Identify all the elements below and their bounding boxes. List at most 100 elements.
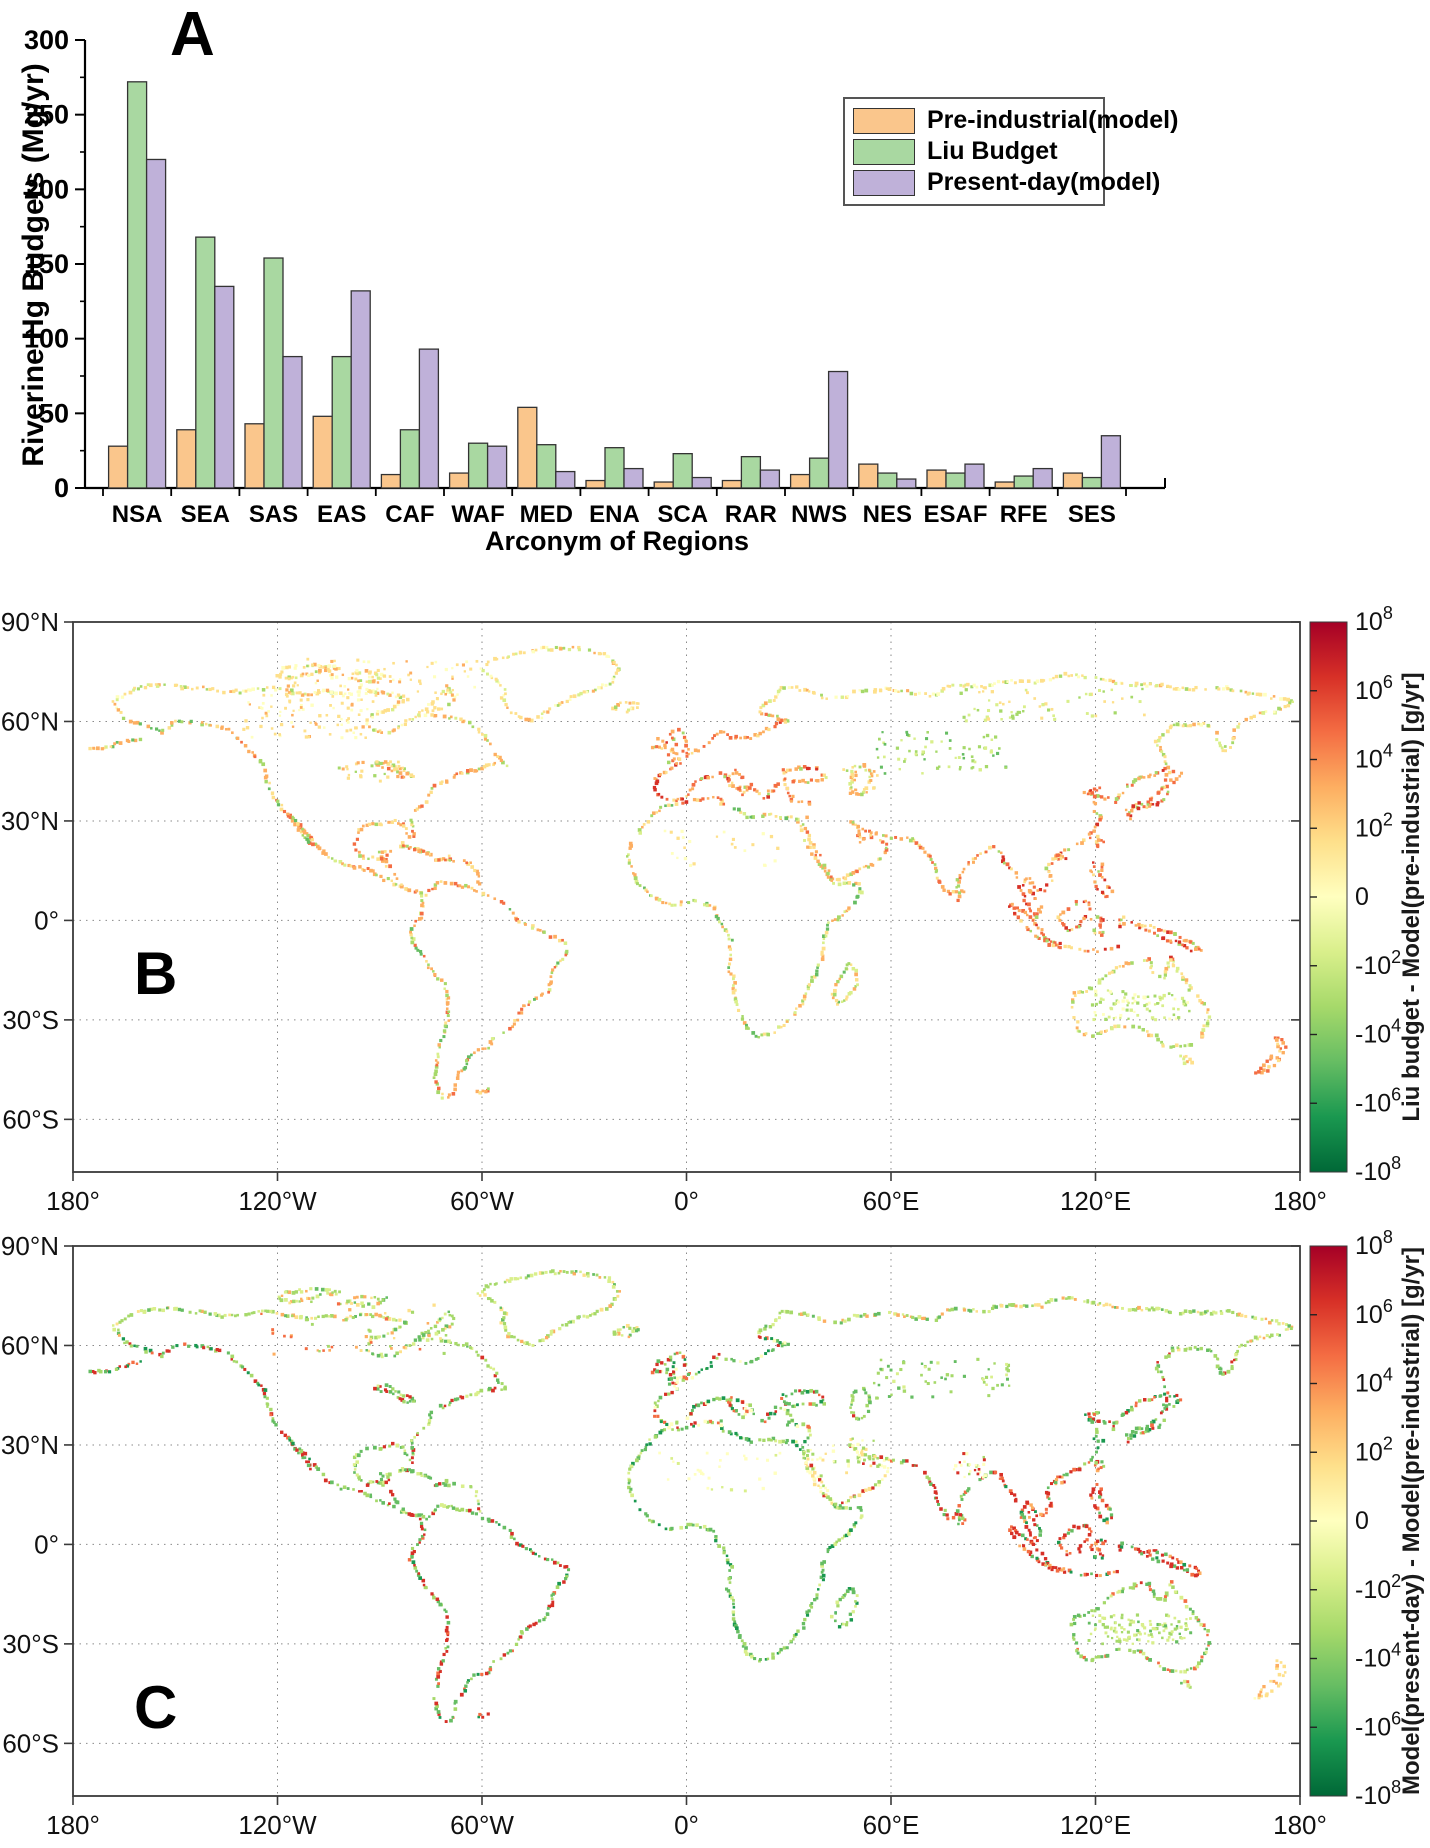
map-dot [1101,930,1105,934]
map-dot [445,998,449,1001]
map-dot [698,798,702,802]
map-dot [293,1447,297,1451]
map-dot [453,1699,458,1704]
map-dot [1103,1421,1107,1425]
map-dot [1116,1024,1121,1029]
map-dot [670,747,675,752]
map-dot [444,1628,449,1633]
map-dot [768,1325,773,1329]
map-dot [339,691,343,695]
map-dot [489,742,492,746]
map-dot [720,1426,724,1430]
map-dot [967,861,970,864]
map-dot-inland [1175,1640,1179,1644]
map-dot [510,1335,514,1339]
map-dot [371,1305,376,1310]
map-dot [753,788,757,792]
map-dot [739,1436,743,1440]
map-dot [568,698,572,701]
map-dot [118,1320,122,1324]
map-dot [838,1504,842,1508]
map-dot [301,834,305,837]
map-dot-inland [397,760,400,764]
map-dot [399,844,403,849]
map-dot [1206,1008,1210,1012]
map-dot [1145,1424,1150,1429]
map-dot [549,981,553,986]
map-dot [290,691,295,696]
map-dot-inland [259,724,263,729]
map-dot [1082,1032,1087,1037]
map-dot [269,1407,273,1412]
map-dot [627,861,631,865]
map-dot [393,1327,398,1332]
map-dot [1095,822,1100,827]
map-dot-inland [1126,1004,1129,1007]
map-dot [419,911,424,916]
map-dot [548,707,552,711]
bar-liu-budget [1013,475,1034,489]
map-dot [885,846,888,850]
map-dot [428,1413,432,1417]
map-dot [527,1003,530,1006]
map-dot [338,1290,341,1294]
map-dot [380,731,384,734]
map-dot [1152,1308,1156,1312]
map-dot [762,796,766,800]
map-dot-inland [1170,1630,1174,1634]
map-dot-inland [1170,1623,1173,1626]
map-dot [1100,1498,1105,1503]
map-dot [511,911,515,915]
map-dot-inland [1158,1623,1162,1626]
map-dot [728,1569,732,1572]
map-dot [914,692,917,696]
map-dot [300,693,305,697]
map-dot [506,1651,510,1655]
map-dot [419,891,424,895]
map-dot [815,767,819,771]
map-dot [441,1316,444,1320]
map-dot [415,889,419,893]
map-dot [352,1463,356,1467]
map-dot [923,850,927,854]
map-dot [1071,998,1075,1002]
map-dot [127,1314,131,1318]
map-dot [766,1032,771,1037]
map-dot [679,762,682,765]
map-dot [608,1304,612,1308]
map-dot [620,1334,624,1337]
map-dot [718,920,721,924]
map-dot-inland [345,719,349,722]
lon-tick-label: 180° [46,1186,100,1216]
map-dot [829,875,833,879]
map-dot [355,1295,359,1299]
map-dot [1036,1303,1041,1307]
map-dot [629,1464,634,1468]
map-dot [1067,674,1071,678]
map-dot [150,727,153,730]
map-dot [1234,1357,1238,1361]
map-dot [353,1471,356,1474]
map-dot [653,1409,657,1413]
map-dot [421,709,424,712]
map-dot [316,1467,321,1472]
map-dot [298,1288,301,1292]
map-dot [820,952,824,956]
map-dot [380,690,384,694]
map-dot [1127,1308,1132,1312]
map-dot [696,749,700,753]
map-dot-inland [927,1367,931,1371]
map-dot-inland [1172,1007,1176,1011]
map-dot [1089,918,1093,921]
map-dot [730,781,734,785]
map-dot [853,764,857,768]
map-dot [691,787,695,791]
map-dot [186,686,190,689]
map-dot [412,1399,416,1403]
map-dot [734,1409,738,1413]
map-dot [782,686,786,690]
map-dot [1020,1513,1025,1517]
map-dot-inland [1174,1017,1178,1021]
map-dot [1069,1570,1073,1574]
map-dot [249,1373,254,1378]
